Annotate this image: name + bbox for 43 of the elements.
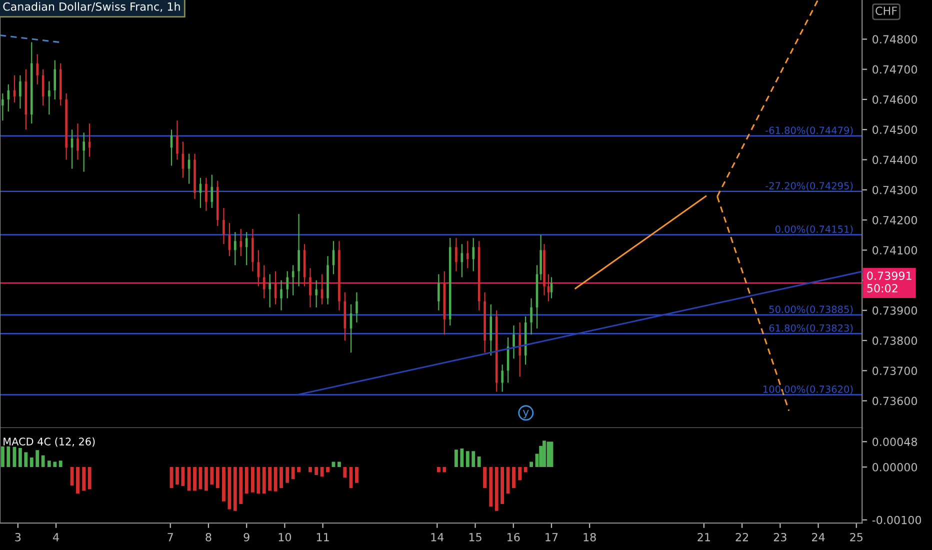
y-tick-label: 0.74200 (872, 216, 918, 224)
ref-line-label: -61.80%(0.74479) (766, 126, 853, 136)
x-tick-label: 25 (850, 532, 862, 542)
x-tick-label: 21 (698, 532, 710, 542)
x-tick-label: 14 (431, 533, 444, 542)
x-tick-label: 16 (508, 532, 520, 542)
y-tick-label: 0.00048 (872, 438, 918, 446)
x-tick-label: 8 (206, 532, 212, 542)
x-tick-label: 11 (316, 533, 329, 542)
y-tick-label: 0.73800 (872, 336, 918, 345)
ref-line-label: 61.80%(0.73823) (769, 324, 853, 333)
y-tick-label: 0.74800 (872, 35, 918, 44)
x-tick-label: 17 (546, 533, 558, 542)
text: MACD 4C (12, 26) (4, 437, 95, 447)
y-tick-label: 0.73700 (872, 366, 918, 376)
ref-line-label: -27.20%(0.74295) (766, 182, 853, 191)
y-tick-label: 0.74600 (872, 95, 918, 104)
y-tick-label: 0.74500 (872, 126, 918, 134)
x-tick-label: 4 (53, 533, 59, 542)
y-tick-label: 0.74100 (872, 246, 918, 254)
x-tick-label: 15 (469, 533, 482, 542)
y-tick-label: 0.74300 (872, 186, 918, 194)
x-tick-label: 18 (584, 532, 596, 542)
x-tick-label: 7 (168, 533, 173, 542)
y-tick-label: 0.73600 (872, 396, 918, 406)
ref-line-label: 100.00%(0.73620) (764, 385, 853, 394)
ref-line-label: 0.00%(0.74151) (775, 225, 853, 234)
annotation: y (522, 410, 529, 418)
y-tick-label: -0.00100 (872, 516, 922, 524)
text: CHF (876, 6, 897, 16)
x-tick-label: 3 (15, 532, 21, 542)
x-tick-label: 24 (812, 532, 825, 542)
y-tick-label: 0.73900 (872, 306, 918, 315)
y-tick-label: 0.00000 (872, 462, 918, 472)
y-tick-label: 0.74400 (872, 156, 918, 164)
x-tick-label: 9 (244, 532, 250, 542)
ref-line-label: 50.00%(0.73885) (769, 306, 853, 314)
y-tick-label: 0.74700 (872, 65, 918, 74)
x-tick-label: 22 (736, 532, 748, 542)
chart-title: Canadian Dollar/Swiss Franc, 1h (3, 2, 180, 12)
x-tick-label: 23 (774, 532, 786, 542)
x-tick-label: 10 (278, 532, 292, 542)
ref-line-label: 0.73991 50:02 (867, 272, 912, 292)
